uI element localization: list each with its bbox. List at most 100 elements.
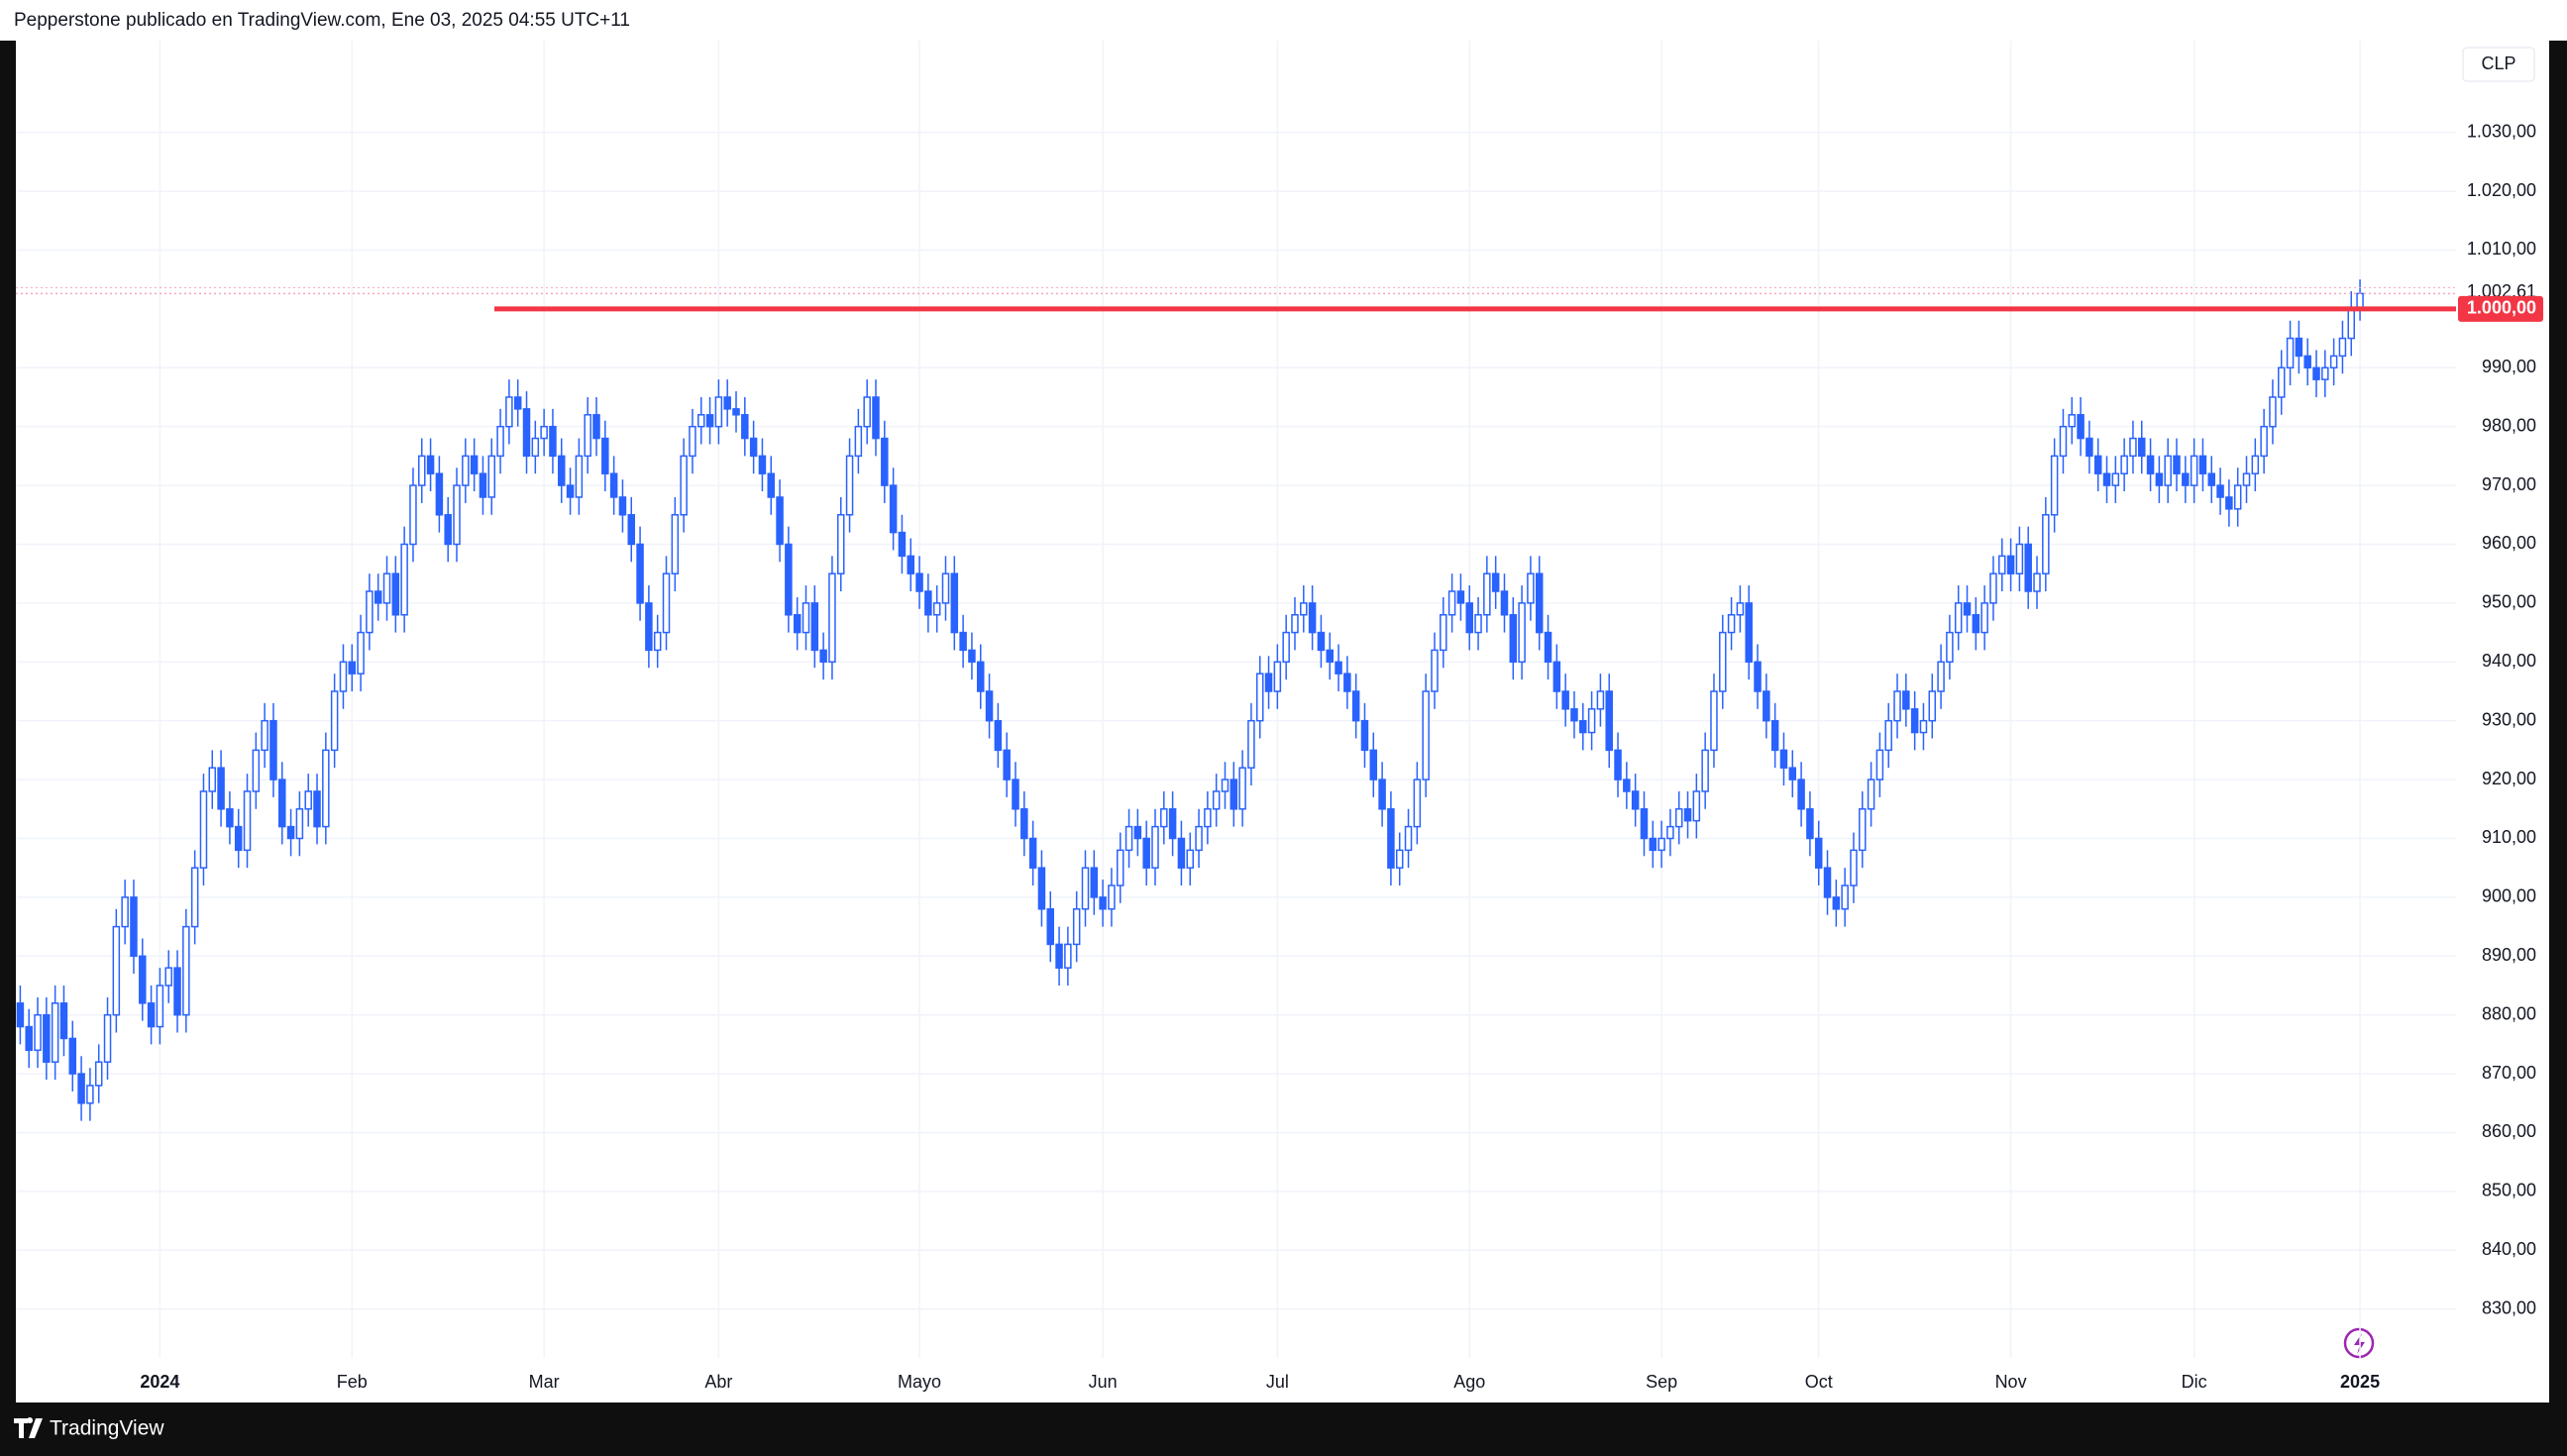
candle-body: [592, 414, 600, 440]
candle-body: [77, 1073, 85, 1104]
candle-body: [2077, 414, 2085, 440]
candle-body: [1605, 690, 1613, 752]
candle-body: [2050, 455, 2059, 516]
candle-body: [339, 661, 348, 692]
candle-body: [243, 790, 252, 852]
candle-body: [1491, 572, 1500, 592]
candle-body: [924, 590, 932, 616]
candle-body: [1919, 719, 1928, 734]
candle-body: [2042, 514, 2050, 574]
x-tick-label: Jun: [1089, 1372, 1118, 1392]
candle-body: [2233, 484, 2242, 510]
candle-body: [2251, 455, 2260, 474]
candle-body: [234, 825, 243, 852]
candle-body: [1998, 555, 2006, 574]
candle-body: [662, 572, 671, 634]
candle-body: [994, 719, 1003, 752]
candle-body: [2024, 543, 2032, 592]
candle-body: [863, 396, 871, 428]
candle-body: [357, 631, 365, 675]
candle-body: [1587, 708, 1596, 734]
x-tick-label: Jul: [1266, 1372, 1289, 1392]
candle-body: [1003, 749, 1011, 780]
candle-body: [1823, 867, 1832, 898]
x-tick-label: 2025: [2340, 1372, 2380, 1392]
candle-body: [1867, 779, 1875, 810]
x-tick-label: Dic: [2182, 1372, 2207, 1392]
candle-body: [1658, 837, 1665, 852]
candle-body: [2006, 555, 2015, 574]
header-text: Pepperstone publicado en TradingView.com…: [14, 10, 630, 31]
candle-body: [645, 602, 653, 652]
candle-body: [584, 414, 591, 458]
candle-body: [1763, 690, 1770, 722]
candle-body: [881, 437, 889, 486]
candle-body: [217, 767, 225, 810]
candle-body: [732, 408, 740, 416]
y-tick-label: 910,00: [2482, 827, 2536, 847]
candle-body: [1561, 690, 1569, 710]
candle-body: [1264, 673, 1273, 692]
candle-body: [697, 414, 705, 428]
candle-body: [1727, 614, 1736, 634]
candle-body: [2242, 472, 2251, 486]
candle-body: [496, 425, 504, 458]
candle-body: [51, 1002, 59, 1063]
candle-body: [671, 514, 680, 574]
candle-body: [173, 967, 181, 1016]
candle-body: [1736, 602, 1745, 616]
candle-body: [1902, 690, 1910, 710]
candle-body: [845, 455, 854, 516]
candle-body: [1640, 808, 1649, 840]
candle-body: [2278, 366, 2286, 398]
candle-body: [59, 1002, 68, 1040]
candle-body: [164, 967, 172, 987]
candle-body: [86, 1085, 94, 1104]
candle-body: [932, 602, 941, 616]
candle-body: [2347, 308, 2356, 340]
candle-body: [1395, 849, 1404, 869]
candle-body: [2225, 496, 2233, 510]
candle-body: [2303, 355, 2311, 369]
candle-body: [1440, 614, 1447, 652]
candle-body: [907, 555, 914, 574]
candle-body: [950, 572, 959, 634]
candle-body: [226, 808, 234, 828]
candle-body: [1133, 825, 1142, 840]
candle-body: [1649, 837, 1658, 852]
candle-body: [121, 896, 129, 928]
candle-body: [549, 425, 557, 458]
candle-body: [609, 472, 618, 498]
candle-body: [2138, 437, 2146, 458]
candle-body: [1142, 837, 1150, 869]
candle-body: [575, 455, 584, 498]
candle-body: [1055, 943, 1063, 969]
candle-body: [1884, 719, 1892, 752]
candle-body: [2059, 425, 2068, 458]
candle-body: [1037, 867, 1046, 910]
y-tick-label: 980,00: [2482, 415, 2536, 435]
candle-body: [810, 602, 819, 652]
candle-body: [1273, 661, 1282, 692]
candle-body: [1308, 602, 1317, 634]
candle-body: [1623, 779, 1631, 792]
candle-body: [1064, 943, 1072, 969]
candle-body: [1692, 790, 1701, 822]
candle-body: [828, 572, 836, 664]
candle-body: [705, 414, 714, 428]
candle-body: [1701, 749, 1709, 792]
y-tick-label: 850,00: [2482, 1181, 2536, 1200]
footer-logo: [14, 1417, 43, 1438]
candle-body: [1779, 749, 1788, 769]
candle-body: [1893, 690, 1901, 722]
candle-body: [1483, 572, 1491, 616]
candle-body: [479, 472, 487, 498]
candle-body: [2111, 472, 2120, 486]
candle-body: [758, 455, 767, 474]
candle-body: [618, 496, 627, 516]
candle-body: [2164, 455, 2172, 486]
y-tick-label: 900,00: [2482, 886, 2536, 906]
x-tick-label: 2024: [140, 1372, 179, 1392]
candle-body: [1806, 808, 1814, 840]
candle-body: [1168, 808, 1177, 840]
